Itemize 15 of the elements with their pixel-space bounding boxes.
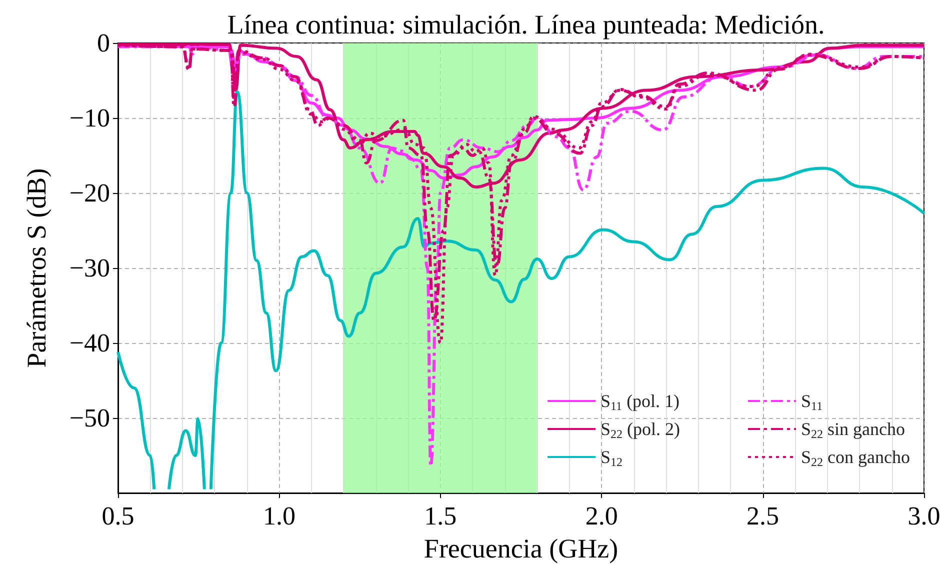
y-tick-label: −50	[69, 404, 110, 432]
x-tick-label: 0.5	[102, 502, 134, 530]
y-tick-label: 0	[97, 28, 110, 58]
x-tick-label: 1.5	[424, 502, 457, 530]
x-tick-label: 2.5	[746, 502, 780, 530]
x-tick-label: 1.0	[262, 502, 296, 530]
y-axis-title: Parámetros S (dB)	[22, 168, 52, 368]
chart-title: Línea continua: simulación. Línea punteada: Medición.	[227, 10, 825, 40]
y-tick-label: −10	[69, 104, 110, 132]
x-axis-title: Frecuencia (GHz)	[424, 534, 618, 564]
x-tick-label: 3.0	[908, 502, 940, 530]
y-tick-label: −20	[69, 178, 110, 208]
x-tick-label: 2.0	[585, 502, 618, 530]
y-tick-label: −40	[69, 328, 110, 358]
y-tick-label: −30	[69, 254, 110, 282]
